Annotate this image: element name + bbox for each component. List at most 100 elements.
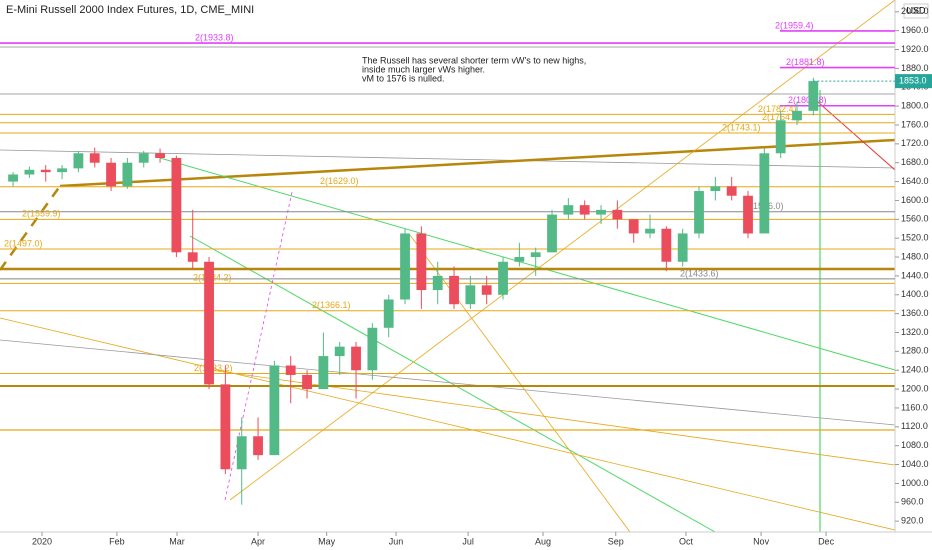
level-label: 2(1743.1) bbox=[722, 122, 761, 132]
candle-body bbox=[775, 120, 786, 154]
note-line: inside much larger vWs higher. bbox=[362, 64, 485, 74]
candle-body bbox=[236, 436, 247, 470]
candle-body bbox=[612, 209, 623, 220]
candle-body bbox=[285, 365, 296, 375]
note-line: The Russell has several shorter term vW'… bbox=[362, 55, 586, 65]
y-tick-label: 1280.0 bbox=[901, 346, 929, 356]
trend-line bbox=[0, 149, 896, 169]
candle-body bbox=[73, 153, 84, 169]
y-tick-label: 1120.0 bbox=[901, 421, 928, 431]
candle-body bbox=[498, 261, 508, 295]
y-tick-label: 1680.0 bbox=[901, 157, 929, 167]
candle-body bbox=[204, 261, 214, 385]
x-tick-label: Oct bbox=[679, 536, 694, 546]
x-tick-label: 2020 bbox=[32, 536, 52, 546]
y-tick-label: 1480.0 bbox=[901, 251, 929, 261]
x-tick-label: Jun bbox=[389, 536, 404, 546]
x-tick-label: May bbox=[318, 536, 336, 546]
y-tick-label: 1000.0 bbox=[901, 478, 929, 488]
y-tick-label: 1800.0 bbox=[901, 100, 929, 110]
candle-body bbox=[367, 327, 378, 371]
candle-body bbox=[677, 233, 688, 262]
candle-body bbox=[449, 275, 459, 305]
candle-body bbox=[220, 384, 231, 470]
candle-body bbox=[400, 233, 410, 300]
trend-line bbox=[0, 317, 896, 531]
currency: USD bbox=[906, 5, 926, 15]
y-tick-label: 960.0 bbox=[901, 497, 924, 507]
candle-body bbox=[792, 110, 802, 121]
y-tick-label: 1600.0 bbox=[901, 195, 929, 205]
candle-body bbox=[726, 186, 737, 196]
currency-box bbox=[903, 3, 929, 19]
x-tick-label: Feb bbox=[109, 536, 125, 546]
candle-body bbox=[743, 195, 753, 234]
candle-body bbox=[171, 157, 182, 253]
y-tick-label: 1080.0 bbox=[901, 440, 929, 450]
candle-body bbox=[318, 356, 329, 390]
y-tick-label: 1400.0 bbox=[901, 289, 929, 299]
drawings bbox=[0, 0, 896, 533]
trend-line bbox=[159, 157, 896, 371]
x-tick-label: Aug bbox=[535, 536, 551, 546]
trend-line bbox=[224, 191, 293, 501]
level-label: 2(1764.8) bbox=[762, 112, 801, 122]
candle-body bbox=[514, 257, 525, 262]
candle-body bbox=[530, 252, 541, 258]
y-tick-label: 1960.0 bbox=[901, 25, 929, 35]
candle-body bbox=[628, 219, 639, 234]
y-tick-label: 1040.0 bbox=[901, 459, 929, 469]
candle-body bbox=[57, 168, 67, 173]
candle-body bbox=[645, 228, 655, 234]
trend-line bbox=[229, 0, 896, 501]
x-tick-label: Dec bbox=[818, 536, 835, 546]
x-tick-label: Nov bbox=[753, 536, 770, 546]
y-tick-label: 2000.0 bbox=[901, 6, 929, 16]
y-tick-label: 1360.0 bbox=[901, 308, 929, 318]
candle-body bbox=[187, 252, 198, 262]
candle-body bbox=[465, 285, 476, 305]
candle-body bbox=[808, 81, 819, 111]
x-tick-label: Apr bbox=[251, 536, 265, 546]
candle-body bbox=[596, 209, 606, 215]
last-price-label: 1853.0 bbox=[899, 75, 927, 85]
candle-body bbox=[694, 191, 704, 234]
candle-body bbox=[579, 205, 590, 215]
x-tick-label: Sep bbox=[608, 536, 624, 546]
y-tick-label: 1440.0 bbox=[901, 270, 929, 280]
y-tick-label: 1240.0 bbox=[901, 365, 929, 375]
chart-title: E-Mini Russell 2000 Index Futures, 1D, C… bbox=[6, 4, 254, 16]
candle-body bbox=[8, 174, 18, 182]
level-label: 2(1800.8) bbox=[788, 95, 827, 105]
trend-line bbox=[0, 339, 896, 426]
trend-line bbox=[189, 235, 716, 533]
candle-body bbox=[24, 169, 35, 175]
level-label: 2(1629.0) bbox=[320, 176, 359, 186]
y-tick-label: 1520.0 bbox=[901, 233, 929, 243]
candle-body bbox=[106, 162, 116, 187]
candle-body bbox=[759, 153, 770, 234]
candle-body bbox=[432, 275, 443, 291]
trend-line bbox=[59, 138, 896, 188]
candle-body bbox=[661, 228, 672, 262]
y-tick-label: 920.0 bbox=[901, 516, 924, 526]
last-price-tag bbox=[895, 74, 932, 89]
y-tick-label: 1320.0 bbox=[901, 327, 929, 337]
y-tick-label: 1720.0 bbox=[901, 138, 929, 148]
level-label: 2(1933.8) bbox=[195, 32, 234, 42]
level-label: 2(1782.4) bbox=[758, 104, 797, 114]
y-tick-label: 1560.0 bbox=[901, 214, 929, 224]
candle-body bbox=[89, 153, 100, 163]
y-tick-label: 1200.0 bbox=[901, 383, 929, 393]
candle-body bbox=[40, 169, 51, 173]
level-label: 2(1881.8) bbox=[786, 57, 825, 67]
candle-body bbox=[481, 285, 492, 295]
y-tick-label: 1760.0 bbox=[901, 119, 929, 129]
candle-body bbox=[563, 205, 574, 215]
candle-body bbox=[155, 153, 165, 158]
y-tick-label: 1880.0 bbox=[901, 63, 929, 73]
y-tick-label: 1640.0 bbox=[901, 176, 929, 186]
trend-line bbox=[409, 234, 631, 533]
